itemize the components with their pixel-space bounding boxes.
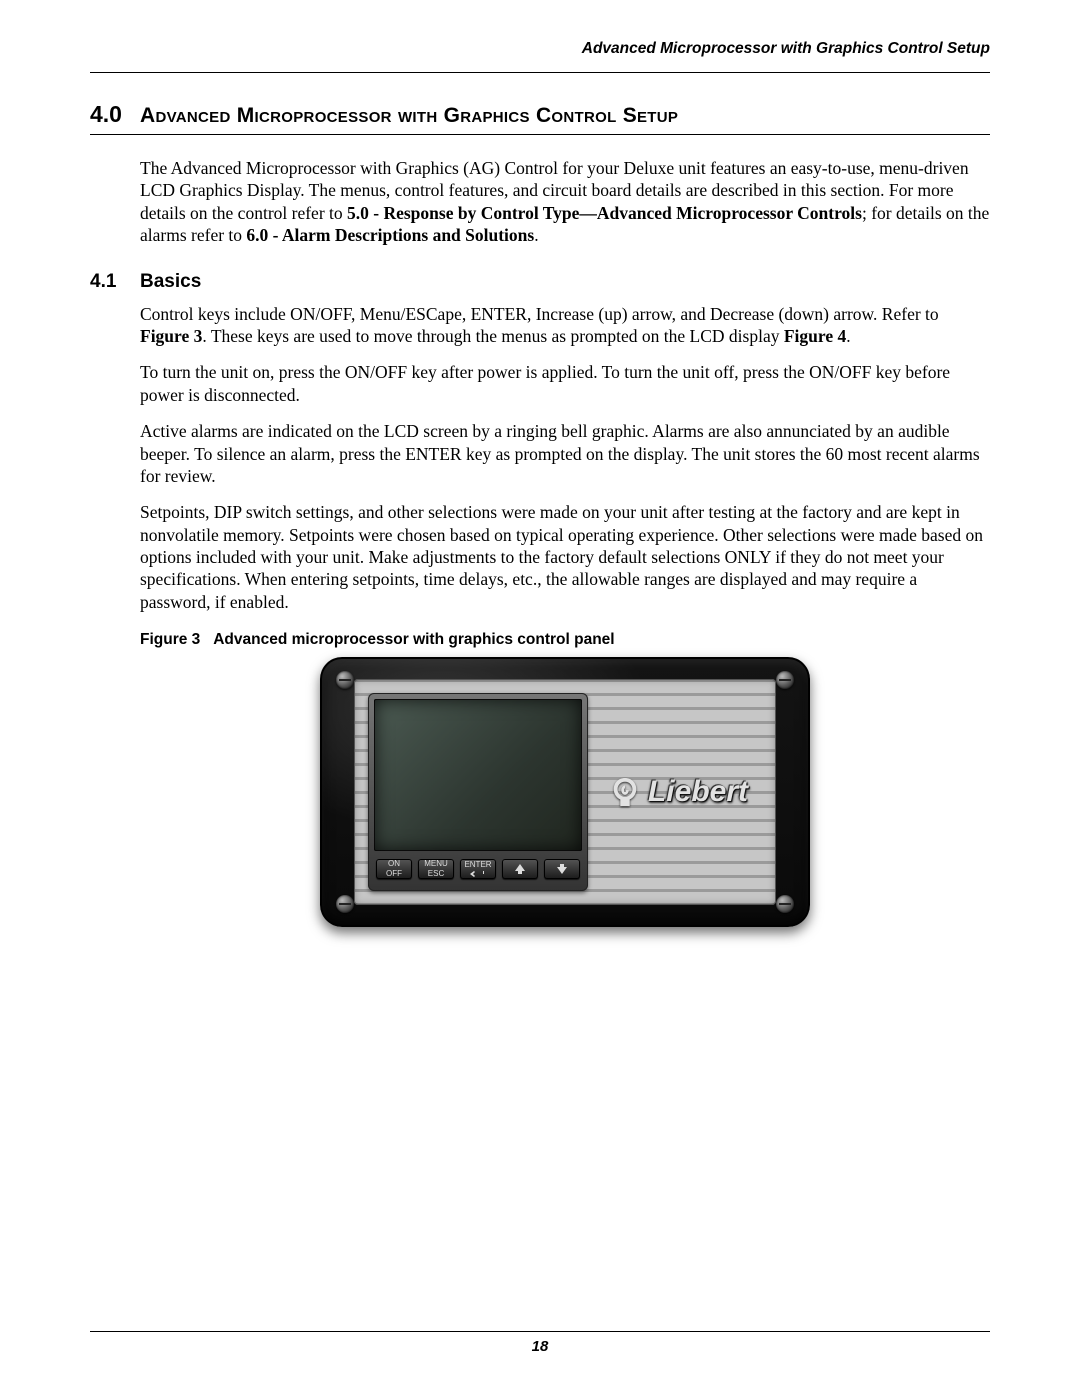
- subsection-number: 4.1: [90, 271, 140, 293]
- section-number: 4.0: [90, 101, 140, 128]
- running-head: Advanced Microprocessor with Graphics Co…: [90, 40, 990, 58]
- enter-label: ENTER: [464, 860, 491, 870]
- rule-top: [90, 72, 990, 73]
- basics-p1: Control keys include ON/OFF, Menu/ESCape…: [140, 303, 990, 348]
- screw-icon: [776, 671, 794, 689]
- off-label: OFF: [386, 869, 402, 879]
- basics-p2: To turn the unit on, press the ON/OFF ke…: [140, 361, 990, 406]
- esc-label: ESC: [428, 869, 444, 879]
- text: .: [846, 326, 850, 346]
- intro-text: .: [534, 225, 538, 245]
- brand-name: Liebert: [648, 777, 748, 807]
- on-label: ON: [388, 859, 400, 869]
- screw-icon: [336, 671, 354, 689]
- page-number: 18: [90, 1338, 990, 1355]
- xref-fig4: Figure 4: [784, 326, 846, 346]
- panel-housing: ON OFF MENU ESC ENTER: [320, 657, 810, 927]
- section-heading: 4.0 Advanced Microprocessor with Graphic…: [90, 101, 990, 135]
- enter-button[interactable]: ENTER: [460, 859, 496, 879]
- arrow-down-icon: [556, 863, 568, 875]
- figure-label: Figure 3: [140, 631, 200, 648]
- panel-faceplate: ON OFF MENU ESC ENTER: [354, 679, 776, 905]
- page-footer: 18: [90, 1331, 990, 1355]
- on-off-button[interactable]: ON OFF: [376, 859, 412, 879]
- button-row: ON OFF MENU ESC ENTER: [374, 859, 582, 879]
- enter-arrow-icon: [469, 870, 487, 878]
- lcd-screen: [374, 699, 582, 851]
- xref-6-0: 6.0 - Alarm Descriptions and Solutions: [246, 225, 534, 245]
- xref-fig3: Figure 3: [140, 326, 202, 346]
- display-bezel: ON OFF MENU ESC ENTER: [368, 693, 588, 891]
- brand-logo: Liebert: [610, 776, 748, 808]
- basics-p3: Active alarms are indicated on the LCD s…: [140, 420, 990, 487]
- arrow-up-icon: [514, 863, 526, 875]
- figure-title: Advanced microprocessor with graphics co…: [213, 631, 614, 648]
- basics-p4: Setpoints, DIP switch settings, and othe…: [140, 501, 990, 613]
- intro-paragraph: The Advanced Microprocessor with Graphic…: [140, 157, 990, 247]
- rule-bottom: [90, 1331, 990, 1332]
- brand-icon: [610, 776, 640, 808]
- menu-label: MENU: [424, 859, 448, 869]
- section-title: Advanced Microprocessor with Graphics Co…: [140, 104, 678, 128]
- text: Control keys include ON/OFF, Menu/ESCape…: [140, 304, 939, 324]
- down-arrow-button[interactable]: [544, 859, 580, 879]
- figure-3: ON OFF MENU ESC ENTER: [140, 657, 990, 927]
- subsection-heading: 4.1 Basics: [90, 271, 990, 293]
- xref-5-0: 5.0 - Response by Control Type—Advanced …: [347, 203, 862, 223]
- text: . These keys are used to move through th…: [202, 326, 783, 346]
- menu-esc-button[interactable]: MENU ESC: [418, 859, 454, 879]
- subsection-title: Basics: [140, 271, 201, 293]
- screw-icon: [776, 895, 794, 913]
- screw-icon: [336, 895, 354, 913]
- figure-caption: Figure 3 Advanced microprocessor with gr…: [140, 631, 990, 649]
- up-arrow-button[interactable]: [502, 859, 538, 879]
